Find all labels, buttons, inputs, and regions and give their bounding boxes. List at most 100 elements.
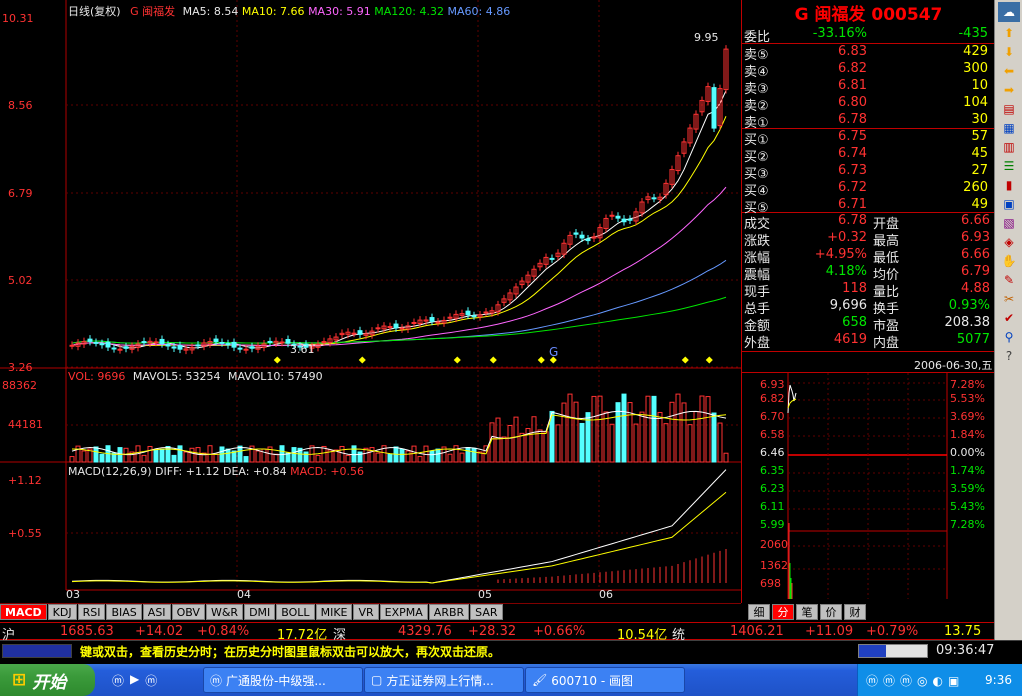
candle-body — [279, 341, 285, 344]
sz-change: +28.32 — [468, 624, 517, 639]
weibi-diff: -435 — [958, 26, 988, 41]
stat-value: 6.78 — [838, 213, 867, 228]
rtab-price[interactable]: 价 — [820, 604, 842, 620]
tab-sar[interactable]: SAR — [470, 604, 503, 620]
zoom-icon[interactable]: ⚲ — [1004, 329, 1014, 344]
app-icon-1[interactable]: ⓜ — [112, 674, 125, 688]
arrow-right-icon[interactable]: ➡ — [1003, 82, 1015, 97]
report-icon[interactable]: ▧ — [1003, 215, 1015, 230]
candle-body — [543, 256, 549, 265]
stat-value-2: 4.88 — [961, 281, 990, 296]
bid-price: 6.73 — [838, 163, 867, 178]
tab-macd[interactable]: MACD — [0, 604, 47, 620]
help-icon[interactable]: ? — [1005, 348, 1013, 363]
index-bar: 沪 1685.63 +14.02 +0.84% 17.72亿 深 4329.76… — [0, 622, 994, 658]
intraday-chart[interactable] — [742, 373, 995, 603]
task-fangzheng[interactable]: ▢ 方正证券网上行情... — [364, 667, 524, 693]
rtab-minute[interactable]: 分 — [772, 604, 794, 620]
tab-kdj[interactable]: KDJ — [47, 604, 77, 620]
tab-rsi[interactable]: RSI — [77, 604, 106, 620]
candle-body — [681, 141, 687, 154]
task-guangtong[interactable]: ⓜ 广通股份-中级强... — [203, 667, 363, 693]
rtab-detail[interactable]: 细 — [748, 604, 770, 620]
kline-chart-area[interactable]: 日线(复权) G 闽福发 MA5: 8.54 MA10: 7.66 MA30: … — [0, 0, 741, 603]
candle-body — [519, 280, 525, 286]
tab-arbr[interactable]: ARBR — [428, 604, 470, 620]
stat-row: 现手 118 量比 4.88 — [744, 281, 994, 300]
signal-marker — [549, 356, 557, 364]
stat-row: 金额 658 市盈 208.38 — [744, 315, 994, 334]
volume-bar — [537, 429, 543, 463]
diff-label: DIFF: +1.12 — [155, 465, 220, 478]
taskbar: ⊞ 开始 ⓜ ▶ ⓜ ⓜ 广通股份-中级强... ▢ 方正证券网上行情... 🖌 60071… — [0, 664, 1022, 696]
progress-bar — [858, 644, 928, 658]
rtab-trade[interactable]: 笔 — [796, 604, 818, 620]
bid-row-5: 买⑤ 6.71 49 — [744, 197, 994, 216]
status-indicator — [2, 644, 72, 658]
arrow-left-icon[interactable]: ⬅ — [1003, 63, 1015, 78]
kline-chart[interactable] — [0, 0, 741, 603]
list-icon[interactable]: ☰ — [1003, 158, 1015, 173]
grid-icon[interactable]: ▦ — [1003, 120, 1015, 135]
tab-asi[interactable]: ASI — [142, 604, 171, 620]
kline-icon[interactable]: ▥ — [1003, 139, 1015, 154]
pen-icon[interactable]: ✎ — [1003, 272, 1015, 287]
stat-label: 总手 — [744, 302, 771, 317]
candle-body — [69, 344, 75, 347]
bar-icon[interactable]: ▮ — [1005, 177, 1013, 192]
start-button[interactable]: ⊞ 开始 — [0, 664, 95, 696]
stock-title: G 闽福发 000547 — [742, 0, 995, 25]
candle-body — [237, 347, 243, 350]
ask-volume: 10 — [971, 78, 988, 93]
candle-body — [339, 332, 345, 336]
check-icon[interactable]: ✔ — [1003, 310, 1015, 325]
bid-label: 买① — [744, 133, 769, 148]
intraday-price-tick: 6.23 — [760, 482, 785, 495]
stat-value-2: 208.38 — [944, 315, 991, 330]
app-icon-2[interactable]: ⓜ — [145, 674, 158, 688]
tab-obv[interactable]: OBV — [171, 604, 205, 620]
bid-label: 买⑤ — [744, 201, 769, 216]
signal-marker — [489, 356, 497, 364]
intraday-price-tick: 5.99 — [760, 518, 785, 531]
tab-mike[interactable]: MIKE — [315, 604, 353, 620]
dea-line — [71, 491, 727, 584]
arrow-up-icon[interactable]: ⬆ — [1003, 25, 1015, 40]
candle-body — [435, 321, 441, 324]
chart-icon[interactable]: ▤ — [1003, 101, 1015, 116]
candle-body — [417, 319, 423, 324]
volume-bar — [69, 456, 75, 463]
volume-bar — [471, 447, 477, 463]
tab-expma[interactable]: EXPMA — [379, 604, 428, 620]
tab-boll[interactable]: BOLL — [276, 604, 315, 620]
intraday-price-tick: 1362 — [760, 559, 788, 572]
tray-icons[interactable]: ⓜⓜⓜ◎◐▣ — [866, 673, 965, 688]
intraday-price-tick: 6.35 — [760, 464, 785, 477]
rtab-finance[interactable]: 财 — [844, 604, 866, 620]
window-icon[interactable]: ▣ — [1003, 196, 1015, 211]
ask-row-1: 卖① 6.78 30 — [744, 112, 994, 131]
arrow-down-icon[interactable]: ⬇ — [1003, 44, 1015, 59]
volume-bar — [81, 450, 87, 463]
volume-bar — [663, 423, 669, 463]
ask-volume: 429 — [963, 44, 988, 59]
candle-body — [525, 274, 531, 283]
candle-body — [645, 196, 651, 201]
ma60-label: MA60: 4.86 — [447, 5, 511, 18]
tab-dmi[interactable]: DMI — [244, 604, 276, 620]
volume-bar — [531, 416, 537, 463]
volume-bar — [669, 401, 675, 463]
candle-body — [399, 327, 405, 330]
tab-wr[interactable]: W&R — [205, 604, 244, 620]
candle-body — [153, 341, 159, 344]
task-paint[interactable]: 🖌 600710 - 画图 — [525, 667, 685, 693]
tool-icon[interactable]: ✂ — [1003, 291, 1015, 306]
media-icon[interactable]: ▶ — [130, 672, 140, 686]
volume-bar — [705, 396, 711, 463]
info-icon[interactable]: ◈ — [1004, 234, 1014, 249]
hand-icon[interactable]: ✋ — [1001, 253, 1017, 268]
signal-marker — [358, 356, 366, 364]
tab-vr[interactable]: VR — [353, 604, 379, 620]
tab-bias[interactable]: BIAS — [106, 604, 142, 620]
signal-marker — [273, 356, 281, 364]
